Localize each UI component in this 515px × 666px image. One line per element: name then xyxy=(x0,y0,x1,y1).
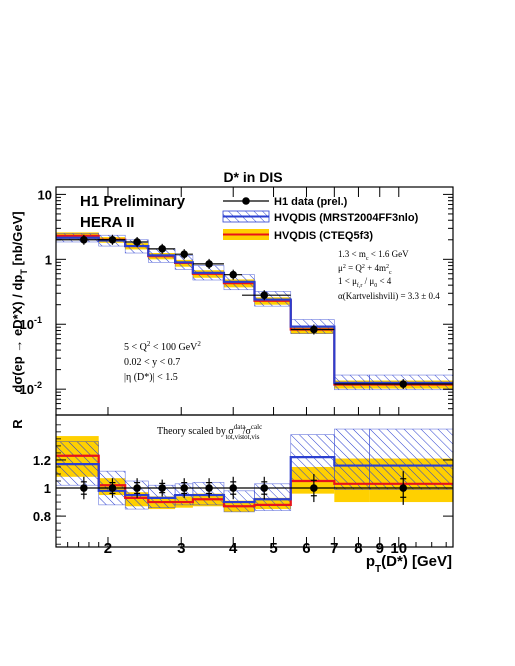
top-y-ticks: 10 1 10-1 10-2 xyxy=(20,187,453,416)
param-mu2: μ2 = Q2 + 4m2c xyxy=(338,263,392,276)
y-tick-label: 10-2 xyxy=(20,380,42,397)
data-point xyxy=(180,250,189,258)
ratio-point xyxy=(310,484,318,492)
data-point xyxy=(310,325,318,334)
x-tick-label: 2 xyxy=(104,540,112,557)
data-point xyxy=(205,260,213,268)
ratio-y-tick-label: 1 xyxy=(44,481,51,496)
ratio-point xyxy=(205,484,213,492)
legend-data-label: H1 data (prel.) xyxy=(274,196,348,208)
ratio-point xyxy=(229,484,238,492)
kinematic-cuts: 5 < Q2 < 100 GeV2 0.02 < y < 0.7 |η (D*)… xyxy=(124,340,201,383)
ratio-y-ticks: 1.2 1 0.8 xyxy=(33,424,453,545)
ratio-bands-layer xyxy=(56,428,453,513)
ratio-point xyxy=(133,484,141,492)
ratio-y-tick-label: 0.8 xyxy=(33,509,51,524)
x-tick-label: 4 xyxy=(229,540,238,557)
param-mu-ratio: 1 < μf,r / μ0 < 4 xyxy=(338,276,392,289)
run-label: HERA II xyxy=(80,214,134,231)
ratio-mrst-band-bin xyxy=(334,428,370,490)
x-tick-label: 5 xyxy=(269,540,277,557)
y-tick-label: 10-1 xyxy=(20,315,42,332)
cut-y: 0.02 < y < 0.7 xyxy=(124,357,180,368)
data-point xyxy=(399,380,408,388)
ratio-point xyxy=(260,484,269,492)
data-point xyxy=(260,291,269,300)
cut-eta: |η (D*)| < 1.5 xyxy=(124,372,178,383)
x-tick-label: 7 xyxy=(330,540,338,557)
ratio-point xyxy=(80,484,88,492)
x-tick-label: 8 xyxy=(354,540,362,557)
legend-cteq-label: HVQDIS (CTEQ5f3) xyxy=(274,230,373,242)
data-point xyxy=(80,235,88,244)
y-tick-label: 10 xyxy=(38,187,52,202)
x-axis-title: pT(D*) [GeV] xyxy=(366,553,452,575)
cut-q2: 5 < Q2 < 100 GeV2 xyxy=(124,340,201,353)
legend-data-marker xyxy=(242,197,250,205)
x-tick-label: 9 xyxy=(376,540,384,557)
ratio-y-axis-title: R xyxy=(10,419,25,429)
ratio-point xyxy=(180,484,189,492)
x-ticks: 2 3 4 5 6 7 8 9 10 xyxy=(67,187,447,557)
x-tick-label: 3 xyxy=(177,540,185,557)
data-point xyxy=(133,238,141,246)
ratio-scaling-note: Theory scaled by σdata tot,vis/σcalc tot,v… xyxy=(157,423,262,441)
ratio-y-tick-label: 1.2 xyxy=(33,453,51,468)
ratio-mrst-band-bin xyxy=(369,428,453,490)
top-mrst-central-line xyxy=(56,236,453,384)
legend: H1 data (prel.) HVQDIS (MRST2004FF3nlo) … xyxy=(222,196,419,242)
x-tick-label: 6 xyxy=(302,540,310,557)
ratio-point xyxy=(399,484,408,492)
chart-title: D* in DIS xyxy=(223,169,282,185)
theory-params: 1.3 < mc < 1.6 GeV μ2 = Q2 + 4m2c 1 < μf… xyxy=(338,249,440,301)
ratio-cteq-central-line xyxy=(56,454,453,508)
param-mc: 1.3 < mc < 1.6 GeV xyxy=(338,249,409,262)
y-tick-label: 1 xyxy=(45,252,52,267)
top-data-layer xyxy=(56,234,453,390)
ratio-mrst-central-line xyxy=(56,456,453,504)
legend-mrst-label: HVQDIS (MRST2004FF3nlo) xyxy=(274,212,419,224)
y-axis-title: dσ(ep → eD*X) / dpT [nb/GeV] xyxy=(10,211,29,392)
experiment-label: H1 Preliminary xyxy=(80,193,186,210)
param-alpha: α(Kartvelishvili) = 3.3 ± 0.4 xyxy=(338,291,440,301)
data-point xyxy=(158,245,167,253)
ratio-data-layer xyxy=(56,471,453,505)
x-tick-label: 10 xyxy=(390,540,407,557)
data-point xyxy=(108,235,117,244)
ratio-point xyxy=(158,484,167,492)
data-point xyxy=(229,270,238,279)
ratio-point xyxy=(108,484,117,492)
